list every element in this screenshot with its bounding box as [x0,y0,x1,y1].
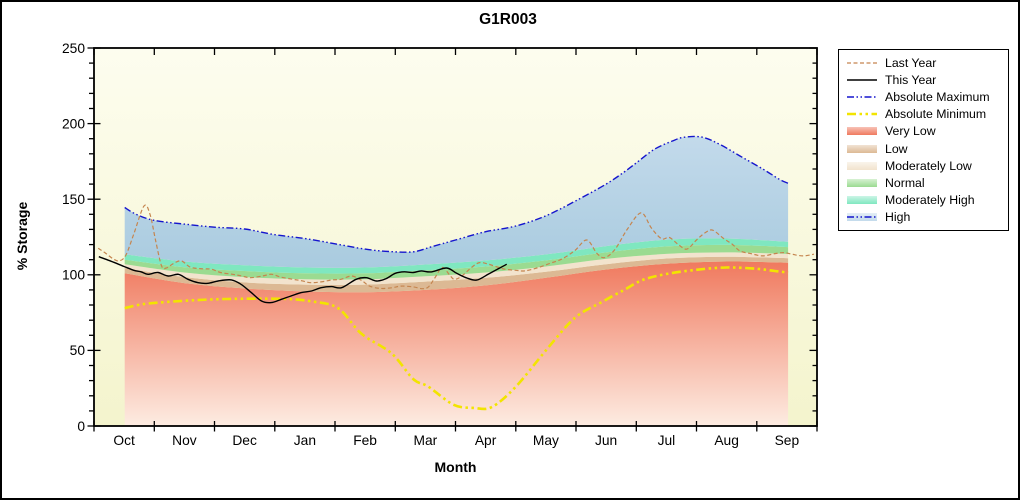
legend: Last Year This Year Absolute Maximum Absolu… [838,49,1009,231]
legend-item: This Year [839,71,1008,88]
axes [87,47,818,432]
legend-label: This Year [885,72,937,87]
legend-label: High [885,210,911,225]
legend-swatch-low [847,143,877,155]
legend-label: Moderately Low [885,158,972,173]
x-tick-label: May [533,433,559,448]
legend-item: Very Low [839,123,1008,140]
legend-swatch-normal [847,177,877,189]
y-tick-label: 0 [77,419,85,434]
chart-title: G1R003 [479,11,537,28]
legend-label: Absolute Maximum [885,89,990,104]
x-tick-label: Jan [294,433,316,448]
legend-item: Low [839,140,1008,157]
legend-item: Absolute Minimum [839,106,1008,123]
legend-item: Moderately High [839,192,1008,209]
legend-item: Normal [839,174,1008,191]
x-tick-label: Sep [775,433,800,448]
x-tick-label: Mar [414,433,438,448]
y-axis-title: % Storage [14,201,30,271]
legend-label: Absolute Minimum [885,107,987,122]
y-tick-label: 50 [70,343,86,358]
x-tick-label: Dec [232,433,257,448]
x-tick-label: Feb [353,433,377,448]
x-tick-label: Aug [714,433,739,448]
plot-area [97,135,815,426]
series-absolute-minimum [124,266,789,411]
series-last-year [97,204,815,290]
legend-swatch-moderately-high [847,194,877,206]
x-tick-label: Nov [172,433,197,448]
x-axis-title: Month [434,459,477,475]
x-tick-label: Jul [658,433,676,448]
legend-item: Moderately Low [839,157,1008,174]
legend-label: Moderately High [885,193,975,208]
band-normal [124,244,789,280]
band-moderately-high [124,238,789,274]
legend-item: High [839,209,1008,226]
y-tick-label: 250 [62,41,85,56]
percentile-bands [124,136,789,426]
legend-item: Absolute Maximum [839,88,1008,105]
x-tick-label: Oct [113,433,135,448]
y-tick-label: 100 [62,268,85,283]
legend-swatch-absolute-minimum [847,108,877,120]
legend-swatch-moderately-low [847,160,877,172]
legend-swatch-high [847,211,877,223]
legend-label: Last Year [885,55,937,70]
series-this-year [98,256,508,304]
legend-swatch-this-year [847,74,877,86]
legend-swatch-absolute-maximum [847,91,877,103]
band-low [124,256,789,293]
legend-swatch-last-year [847,57,877,69]
tick-labels: 0 50 100 150 200 250 Oct Nov Dec Jan Feb Mar Apr May J… [62,41,800,448]
legend-label: Normal [885,175,925,190]
y-tick-label: 150 [62,192,85,207]
legend-label: Low [885,141,908,156]
legend-swatch-very-low [847,125,877,137]
legend-item: Last Year [839,54,1008,71]
band-moderately-low [124,252,789,285]
legend-label: Very Low [885,124,936,139]
x-tick-label: Jun [595,433,617,448]
band-very-low [124,261,789,426]
band-high [124,136,789,268]
y-tick-label: 200 [62,116,85,131]
x-tick-label: Apr [475,433,497,448]
